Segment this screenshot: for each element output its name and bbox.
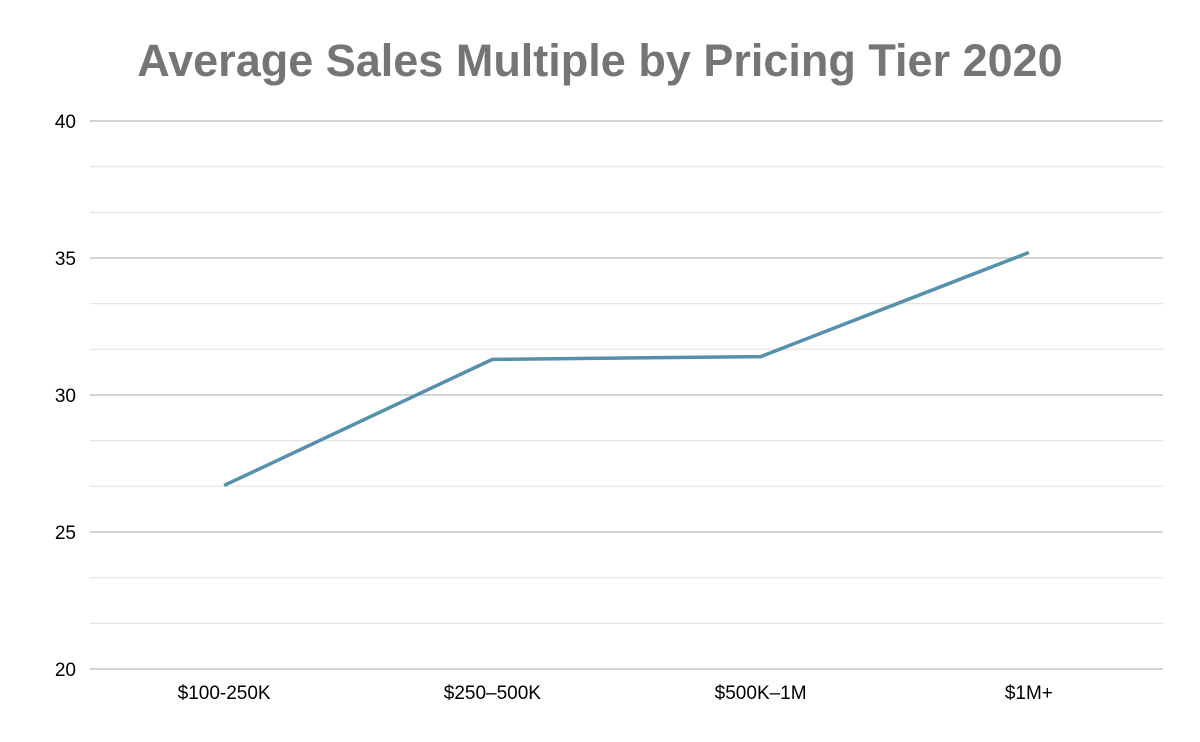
- chart-title: Average Sales Multiple by Pricing Tier 2…: [137, 35, 1062, 86]
- y-tick-label: 20: [55, 660, 76, 681]
- y-tick-label: 25: [55, 523, 76, 544]
- series-layer: [223, 250, 1030, 488]
- y-tick-label: 35: [55, 249, 76, 270]
- y-axis-ticks: 20 25 30 35 40: [55, 112, 76, 681]
- gridlines: [90, 120, 1163, 670]
- x-tick-label: $500K–1M: [715, 683, 807, 704]
- x-axis-ticks: $100-250K $250–500K $500K–1M $1M+: [178, 683, 1053, 704]
- series-line: [223, 250, 1030, 488]
- x-tick-label: $250–500K: [444, 683, 542, 704]
- y-tick-label: 40: [55, 112, 76, 133]
- x-tick-label: $1M+: [1005, 683, 1053, 704]
- x-tick-label: $100-250K: [178, 683, 271, 704]
- y-tick-label: 30: [55, 386, 76, 407]
